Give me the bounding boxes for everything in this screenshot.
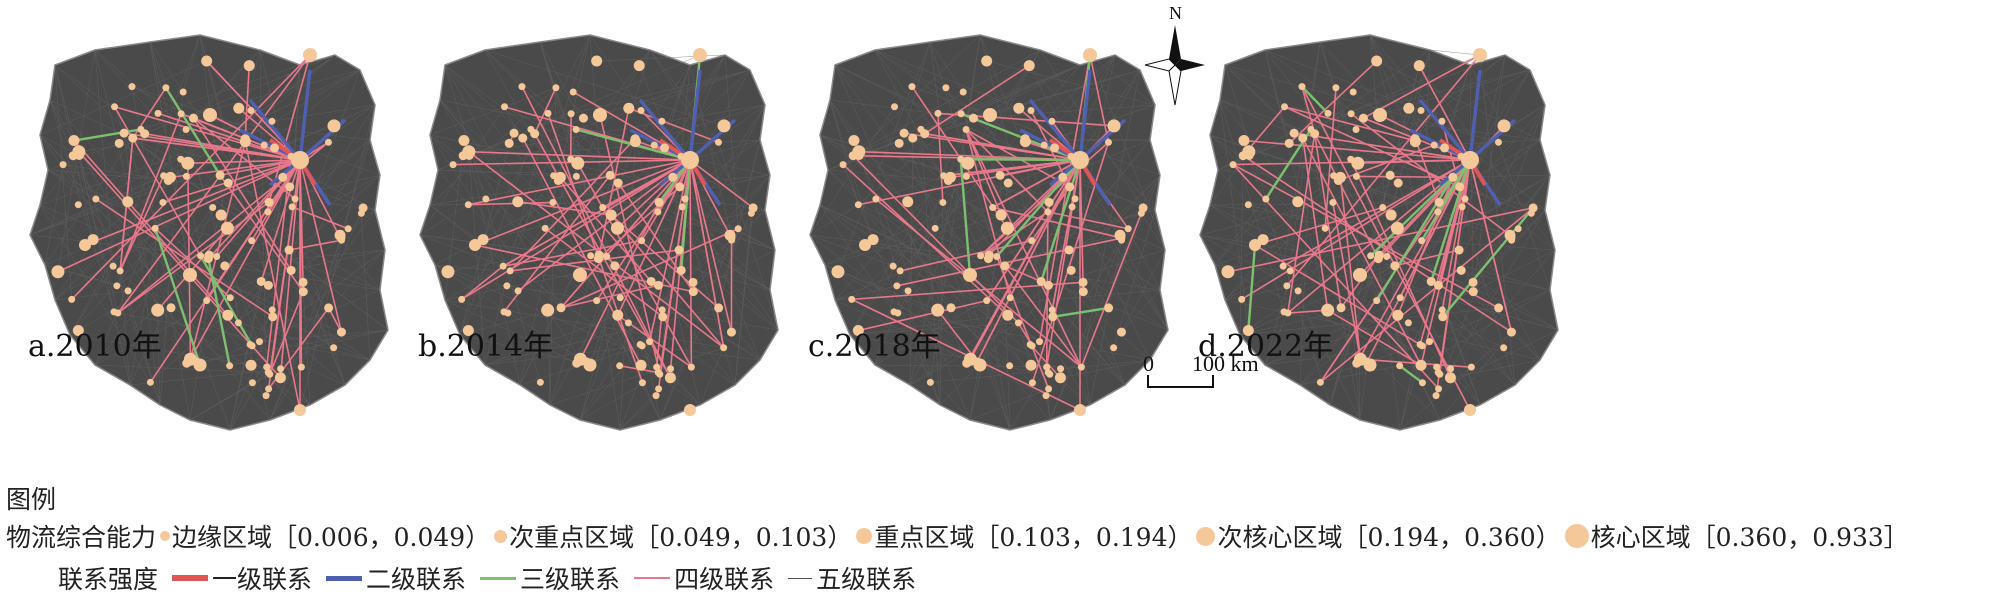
scale-bar: 0 100 km xyxy=(1143,351,1259,388)
level5-swatch xyxy=(788,577,813,579)
class-core-range: ［0.360，0.933］ xyxy=(1690,523,1909,552)
legend-title-text: 图例 xyxy=(6,485,57,514)
panel-label: d.2022年 xyxy=(1198,329,1333,364)
north-label: N xyxy=(1169,3,1182,23)
city-nodes xyxy=(51,48,368,416)
city-nodes xyxy=(441,48,758,416)
class-key-name: 重点区域 xyxy=(874,523,975,552)
capability-label: 物流综合能力 xyxy=(6,523,157,552)
map-panel: d.2022年 xyxy=(1198,34,1559,431)
class-secondary-key-range: ［0.049，0.103） xyxy=(634,523,853,552)
level5-name: 五级联系 xyxy=(816,565,917,594)
class-secondary-core-name: 次核心区域 xyxy=(1217,523,1343,552)
class-edge-name: 边缘区域 xyxy=(172,523,273,552)
node-secondary-key-symbol xyxy=(494,529,508,543)
third-level-links xyxy=(73,87,254,367)
map-panel: b.2014年 xyxy=(418,34,779,431)
level3-swatch xyxy=(480,576,517,580)
level4-swatch xyxy=(634,577,671,579)
level2-swatch xyxy=(326,575,363,581)
level3-name: 三级联系 xyxy=(520,565,621,594)
node-core-symbol xyxy=(1564,524,1589,548)
class-edge-range: ［0.006，0.049） xyxy=(272,523,491,552)
fifth-level-links xyxy=(809,34,1169,431)
level1-name: 一级联系 xyxy=(212,565,313,594)
level1-swatch xyxy=(172,575,209,581)
north-arrow-icon: N xyxy=(1144,3,1205,106)
legend-title: 图例 xyxy=(6,480,56,516)
class-secondary-key-name: 次重点区域 xyxy=(509,523,635,552)
class-secondary-core-range: ［0.194，0.360） xyxy=(1342,523,1561,552)
legend-capability: 物流综合能力 边缘区域 ［0.006，0.049） 次重点区域 ［0.049，0… xyxy=(6,518,1909,554)
panel-label: c.2018年 xyxy=(808,329,941,364)
scale-start: 0 xyxy=(1143,351,1154,376)
node-key-symbol xyxy=(856,528,873,544)
panel-label: a.2010年 xyxy=(28,329,162,364)
class-key-range: ［0.103，0.194） xyxy=(974,523,1193,552)
node-secondary-core-symbol xyxy=(1196,526,1216,546)
class-core-name: 核心区域 xyxy=(1590,523,1691,552)
legend-linkage: 联系强度 一级联系 二级联系 三级联系 四级联系 五级联系 xyxy=(58,560,916,596)
level4-name: 四级联系 xyxy=(674,565,775,594)
node-edge-symbol xyxy=(160,531,171,541)
panel-label: b.2014年 xyxy=(418,329,553,364)
level2-name: 二级联系 xyxy=(366,565,467,594)
city-nodes xyxy=(831,48,1148,416)
city-nodes xyxy=(1221,48,1538,416)
map-panel: a.2010年 xyxy=(28,34,389,431)
map-panels: a.2010年 b.2014年 c.2018年 d.2022年 N 0 100 km xyxy=(28,3,1559,431)
linkage-label: 联系强度 xyxy=(58,565,159,594)
map-panel: c.2018年 xyxy=(808,34,1169,431)
scale-end: 100 km xyxy=(1192,351,1259,376)
